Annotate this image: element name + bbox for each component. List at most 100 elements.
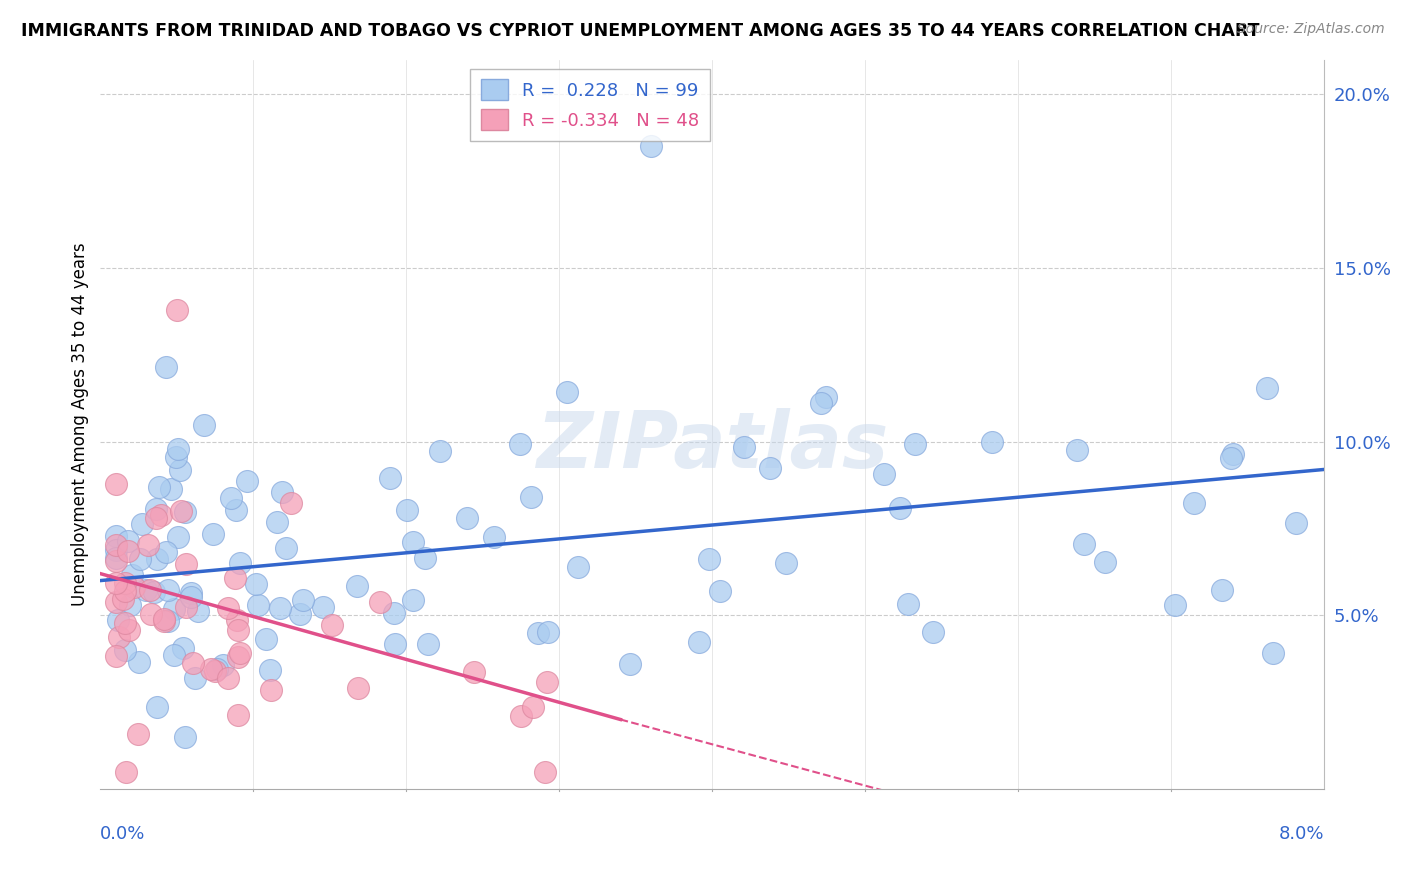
Point [104,529,127,543]
Point [104,576,127,591]
Point [107,630,129,644]
Point [254,632,277,646]
Point [245,577,267,591]
Point [228,556,250,570]
Point [347,681,370,695]
Point [150,508,173,523]
Point [226,650,249,665]
Point [146,700,169,714]
Point [166,530,188,544]
Point [104,551,127,566]
Point [114,643,136,657]
Point [104,649,127,664]
Text: ZIPatlas: ZIPatlas [536,409,889,484]
Point [981,434,1004,449]
Text: 0.0%: 0.0% [100,825,146,844]
Legend: R =  0.228   N = 99, R = -0.334   N = 48: R = 0.228 N = 99, R = -0.334 N = 48 [470,69,710,141]
Point [183,656,205,670]
Point [193,418,215,433]
Point [897,597,920,611]
Point [180,590,202,604]
Point [135,583,157,598]
Point [921,625,943,640]
Point [699,551,721,566]
Point [873,467,896,481]
Point [226,623,249,637]
Point [121,568,143,582]
Point [1184,495,1206,509]
Point [174,730,197,744]
Point [509,709,531,723]
Point [174,599,197,614]
Point [139,582,162,597]
Point [292,592,315,607]
Point [484,530,506,544]
Point [163,602,186,616]
Point [266,515,288,529]
Point [509,437,531,451]
Point [174,558,197,572]
Point [288,607,311,621]
Point [104,594,127,608]
Point [128,655,150,669]
Point [180,585,202,599]
Point [122,580,145,594]
Point [155,360,177,375]
Point [402,535,425,549]
Text: 8.0%: 8.0% [1279,825,1324,844]
Point [810,396,832,410]
Point [217,671,239,685]
Point [131,516,153,531]
Point [166,302,188,317]
Point [270,484,292,499]
Point [1073,537,1095,551]
Point [207,662,229,676]
Point [229,646,252,660]
Point [429,444,451,458]
Point [146,551,169,566]
Point [118,623,141,637]
Point [1211,583,1233,598]
Point [142,585,165,599]
Point [520,491,543,505]
Point [1256,380,1278,394]
Point [382,607,405,621]
Point [775,556,797,570]
Point [104,538,127,552]
Point [201,526,224,541]
Point [1094,555,1116,569]
Point [114,584,136,599]
Point [117,533,139,548]
Point [184,671,207,685]
Point [402,593,425,607]
Point [145,502,167,516]
Point [236,474,259,488]
Point [127,726,149,740]
Point [709,584,731,599]
Point [1164,599,1187,613]
Point [384,637,406,651]
Point [118,598,141,612]
Point [160,482,183,496]
Point [114,616,136,631]
Point [114,575,136,590]
Point [136,537,159,551]
Point [904,437,927,451]
Point [557,384,579,399]
Point [463,665,485,679]
Point [733,440,755,454]
Point [537,625,560,640]
Point [228,707,250,722]
Point [117,544,139,558]
Text: Source: ZipAtlas.com: Source: ZipAtlas.com [1237,22,1385,37]
Point [148,480,170,494]
Point [139,607,162,621]
Point [1220,451,1243,466]
Point [1285,516,1308,530]
Point [187,604,209,618]
Point [217,601,239,615]
Point [413,551,436,566]
Point [225,503,247,517]
Point [145,511,167,525]
Point [814,390,837,404]
